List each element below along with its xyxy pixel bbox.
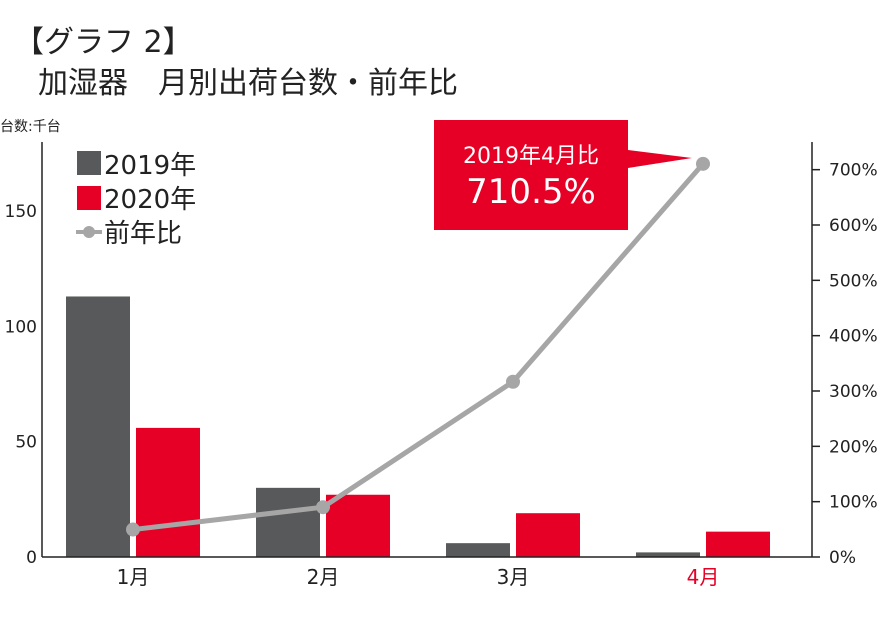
ratio-line-group (126, 156, 710, 537)
ratio-marker-1 (126, 522, 140, 537)
legend-label-ratio: 前年比 (104, 219, 182, 249)
bar-2020-4 (706, 531, 770, 557)
right-y-tick-label: 500% (829, 271, 878, 291)
bar-2020-2 (326, 494, 390, 557)
callout-box (434, 120, 692, 230)
right-y-tick-label: 200% (829, 437, 878, 457)
x-tick-label: 3月 (497, 565, 530, 589)
left-y-tick-label: 50 (15, 433, 37, 453)
right-y-tick-label: 100% (829, 493, 878, 513)
bar-2019-3 (446, 543, 510, 557)
right-y-tick-label: 700% (829, 161, 878, 181)
legend-label-2019: 2019年 (104, 151, 196, 181)
legend-label-2020: 2020年 (104, 185, 196, 215)
axes-group (41, 142, 813, 558)
callout: 2019年4月比 710.5% (434, 120, 692, 230)
bar-2019-1 (66, 296, 130, 557)
ratio-marker-2 (316, 500, 330, 515)
x-tick-label: 2月 (307, 565, 340, 589)
ratio-line (132, 162, 705, 533)
callout-value: 710.5% (466, 172, 596, 212)
legend-swatch-ratio-marker (83, 226, 95, 238)
right-y-tick-label: 600% (829, 216, 878, 236)
callout-subtitle: 2019年4月比 (463, 144, 599, 169)
left-y-tick-label: 150 (5, 202, 37, 222)
right-y-tick-label: 400% (829, 327, 878, 347)
x-tick-label: 1月 (117, 565, 150, 589)
y-axis-unit-label: 台数:千台 (0, 119, 61, 135)
bar-2019-2 (256, 487, 320, 557)
bar-2020-1 (136, 427, 200, 557)
legend-swatch-2020 (77, 186, 101, 210)
left-y-tick-label: 100 (5, 317, 37, 337)
right-y-tick-label: 300% (829, 382, 878, 402)
ratio-marker-3 (506, 374, 520, 389)
bars-group (66, 296, 770, 557)
x-tick-label: 4月 (687, 565, 720, 589)
bar-2019-4 (636, 552, 700, 557)
ratio-marker-4 (696, 156, 710, 171)
bar-2020-3 (516, 513, 580, 557)
left-y-tick-label: 0 (26, 548, 37, 568)
right-y-ticks: 0% 100% 200% 300% 400% 500% 600% 700% (812, 161, 878, 568)
chart-title-line1: 【グラフ 2】 (14, 25, 193, 60)
legend: 2019年 2020年 前年比 (76, 151, 196, 249)
legend-swatch-2019 (77, 151, 101, 175)
right-y-tick-label: 0% (829, 548, 856, 568)
left-y-ticks: 0 50 100 150 (5, 202, 37, 568)
x-ticks: 1月 2月 3月 4月 (117, 565, 720, 589)
chart-title-line2: 加湿器 月別出荷台数・前年比 (38, 66, 458, 101)
